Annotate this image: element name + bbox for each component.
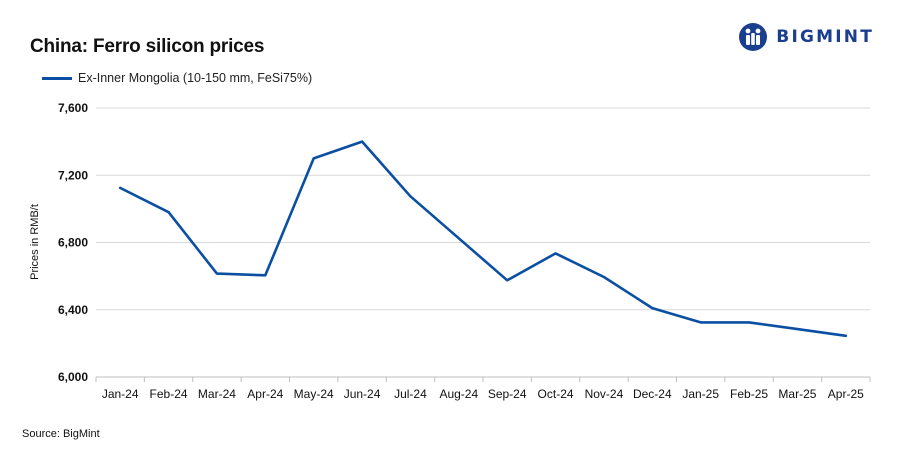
y-tick-label: 6,400 <box>58 303 88 317</box>
y-tick-label: 6,000 <box>58 370 88 384</box>
x-tick-label: Aug-24 <box>439 387 478 401</box>
bigmint-logo: BIGMINT <box>738 22 874 52</box>
y-axis-label: Prices in RMB/t <box>29 204 41 280</box>
x-tick-label: Jan-24 <box>102 387 139 401</box>
x-tick-label: Mar-25 <box>778 387 816 401</box>
y-tick-label: 7,600 <box>58 101 88 115</box>
legend-label: Ex-Inner Mongolia (10-150 mm, FeSi75%) <box>78 71 313 85</box>
x-tick-label: Sep-24 <box>488 387 527 401</box>
x-tick-label: Oct-24 <box>538 387 574 401</box>
legend-swatch <box>42 76 72 80</box>
series-lines <box>118 140 848 338</box>
bigmint-logo-icon <box>739 23 768 51</box>
chart-legend: Ex-Inner Mongolia (10-150 mm, FeSi75%) <box>42 71 312 85</box>
axes <box>95 376 871 382</box>
x-tick-label: Apr-24 <box>247 387 283 401</box>
x-tick-label: Feb-24 <box>150 387 188 401</box>
series-line <box>118 140 848 338</box>
bigmint-logo-text: BIGMINT <box>776 27 874 47</box>
grid-lines <box>96 107 870 311</box>
x-tick-label: Nov-24 <box>585 387 624 401</box>
x-tick-label: Jan-25 <box>682 387 719 401</box>
x-tick-label: Jun-24 <box>344 387 381 401</box>
x-tick-label: Dec-24 <box>633 387 672 401</box>
x-tick-label: Feb-25 <box>730 387 768 401</box>
x-tick-labels: Jan-24 Feb-24 Mar-24 Apr-24 May-24 Jun-24 Jul-… <box>102 387 864 401</box>
x-tick-label: Jul-24 <box>394 387 427 401</box>
x-tick-label: May-24 <box>294 387 334 401</box>
source-note: Source: BigMint <box>22 428 100 440</box>
chart-title: China: Ferro silicon prices <box>30 36 265 57</box>
x-tick-label: Mar-24 <box>198 387 236 401</box>
y-tick-label: 7,200 <box>58 168 88 182</box>
y-tick-label: 6,800 <box>58 236 88 250</box>
y-tick-labels: 6,000 6,400 6,800 7,200 7,600 <box>58 101 88 384</box>
x-tick-label: Apr-25 <box>828 387 864 401</box>
